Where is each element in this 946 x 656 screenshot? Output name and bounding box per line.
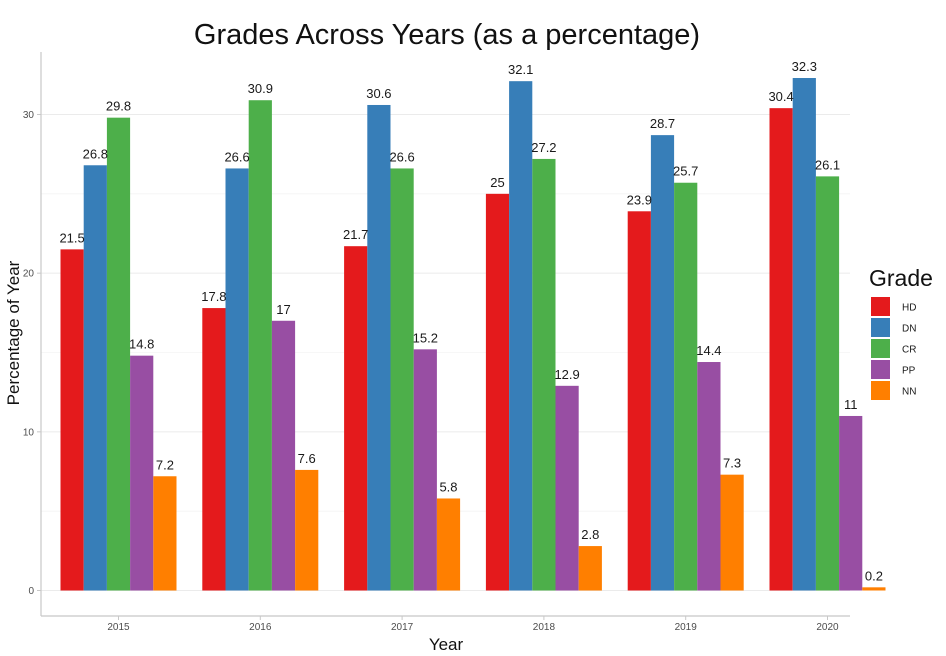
x-tick-label-2016: 2016 bbox=[249, 622, 272, 633]
data-label-nn-2019: 7.3 bbox=[723, 456, 741, 471]
data-label-cr-2018: 27.2 bbox=[531, 140, 556, 155]
bars bbox=[60, 78, 886, 591]
data-label-pp-2016: 17 bbox=[276, 302, 290, 317]
data-label-cr-2017: 26.6 bbox=[389, 149, 414, 164]
data-label-hd-2016: 17.8 bbox=[201, 289, 226, 304]
data-label-cr-2015: 29.8 bbox=[106, 99, 131, 114]
bar-dn-2018 bbox=[509, 81, 533, 591]
data-label-nn-2017: 5.8 bbox=[439, 479, 457, 494]
bar-dn-2017 bbox=[367, 104, 391, 591]
data-label-hd-2019: 23.9 bbox=[627, 192, 652, 207]
bar-pp-2020 bbox=[839, 415, 863, 591]
x-axis-title: Year bbox=[429, 635, 464, 654]
bar-hd-2018 bbox=[485, 193, 510, 591]
legend-key-dn bbox=[871, 318, 890, 337]
x-tick-label-2018: 2018 bbox=[533, 622, 556, 633]
y-tick-label-30: 30 bbox=[23, 110, 35, 121]
axes: 2015 2016 2017 2018 2019 2020 0 10 20 30 bbox=[23, 52, 850, 633]
data-label-pp-2020: 11 bbox=[844, 397, 858, 412]
data-label-cr-2019: 25.7 bbox=[673, 164, 698, 179]
bar-cr-2018 bbox=[532, 158, 556, 591]
bar-nn-2018 bbox=[578, 546, 602, 591]
data-label-nn-2015: 7.2 bbox=[156, 457, 174, 472]
bar-pp-2017 bbox=[413, 349, 437, 591]
bar-nn-2015 bbox=[153, 476, 177, 591]
x-tick-label-2017: 2017 bbox=[391, 622, 414, 633]
bar-nn-2016 bbox=[295, 469, 319, 591]
chart-title: Grades Across Years (as a percentage) bbox=[194, 19, 700, 51]
legend-label-hd: HD bbox=[902, 303, 916, 314]
data-label-pp-2015: 14.8 bbox=[129, 337, 154, 352]
bar-pp-2019 bbox=[697, 362, 721, 591]
legend-label-nn: NN bbox=[902, 387, 916, 398]
x-tick-label-2020: 2020 bbox=[816, 622, 839, 633]
legend-key-hd bbox=[871, 297, 890, 316]
bar-nn-2019 bbox=[720, 474, 744, 591]
bar-pp-2016 bbox=[271, 320, 296, 591]
data-labels: 21.5 26.8 29.8 14.8 7.2 17.8 26.6 30.9 17 7.6 21.7… bbox=[59, 59, 882, 583]
bar-hd-2016 bbox=[202, 308, 226, 591]
y-tick-label-10: 10 bbox=[23, 427, 35, 438]
legend-key-pp bbox=[871, 360, 890, 379]
legend-label-pp: PP bbox=[902, 366, 916, 377]
bar-cr-2020 bbox=[815, 176, 840, 591]
bar-dn-2016 bbox=[225, 168, 249, 591]
data-label-dn-2019: 28.7 bbox=[650, 116, 675, 131]
data-label-cr-2020: 26.1 bbox=[815, 157, 840, 172]
data-label-cr-2016: 30.9 bbox=[248, 81, 273, 96]
data-label-pp-2017: 15.2 bbox=[413, 330, 438, 345]
bar-cr-2016 bbox=[248, 100, 272, 591]
x-tick-label-2019: 2019 bbox=[675, 622, 698, 633]
data-label-nn-2018: 2.8 bbox=[581, 527, 599, 542]
data-label-dn-2017: 30.6 bbox=[366, 86, 391, 101]
legend-label-dn: DN bbox=[902, 324, 916, 335]
bar-cr-2019 bbox=[674, 182, 698, 591]
bar-hd-2017 bbox=[344, 246, 368, 591]
legend-key-cr bbox=[871, 339, 890, 358]
data-label-hd-2017: 21.7 bbox=[343, 227, 368, 242]
data-label-pp-2018: 12.9 bbox=[554, 367, 579, 382]
y-tick-label-0: 0 bbox=[28, 586, 34, 597]
y-axis-title: Percentage of Year bbox=[4, 260, 23, 405]
data-label-dn-2020: 32.3 bbox=[792, 59, 817, 74]
bar-hd-2020 bbox=[769, 108, 793, 591]
data-label-dn-2015: 26.8 bbox=[83, 146, 108, 161]
data-label-nn-2016: 7.6 bbox=[298, 451, 316, 466]
legend-items: HD DN CR PP NN bbox=[871, 297, 916, 400]
bar-pp-2015 bbox=[130, 355, 154, 591]
y-tick-label-20: 20 bbox=[23, 269, 35, 280]
data-label-dn-2018: 32.1 bbox=[508, 62, 533, 77]
x-tick-label-2015: 2015 bbox=[107, 622, 130, 633]
bar-cr-2017 bbox=[390, 168, 414, 591]
bar-dn-2020 bbox=[792, 78, 816, 591]
data-label-hd-2015: 21.5 bbox=[59, 230, 84, 245]
legend-label-cr: CR bbox=[902, 345, 916, 356]
bar-nn-2020 bbox=[862, 587, 886, 591]
bar-hd-2019 bbox=[627, 211, 651, 591]
bar-hd-2015 bbox=[60, 249, 84, 591]
bar-nn-2017 bbox=[436, 498, 461, 591]
bar-dn-2019 bbox=[650, 135, 675, 591]
legend: Grade HD DN CR PP NN bbox=[869, 265, 933, 400]
legend-title: Grade bbox=[869, 265, 933, 291]
legend-key-nn bbox=[871, 381, 890, 400]
data-label-hd-2018: 25 bbox=[490, 175, 504, 190]
data-label-nn-2020: 0.2 bbox=[865, 568, 883, 583]
bar-dn-2015 bbox=[83, 165, 107, 591]
data-label-dn-2016: 26.6 bbox=[224, 149, 249, 164]
data-label-pp-2019: 14.4 bbox=[696, 343, 721, 358]
bar-pp-2018 bbox=[555, 385, 579, 591]
bar-cr-2015 bbox=[106, 117, 131, 591]
data-label-hd-2020: 30.4 bbox=[768, 89, 793, 104]
